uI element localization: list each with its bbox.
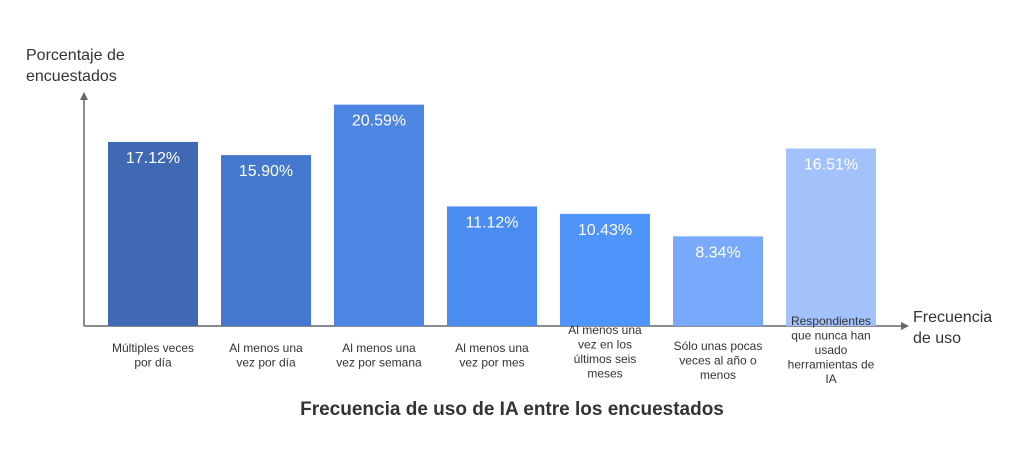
bar-value-label-1: 17.12% bbox=[126, 150, 180, 167]
category-label-2-line-1: Al menos una bbox=[229, 341, 303, 355]
category-label-1: Múltiples veces por día bbox=[112, 341, 194, 370]
bar-value-label-5: 10.43% bbox=[578, 222, 632, 239]
x-axis-label: Frecuencia de uso bbox=[913, 309, 993, 347]
bar-1 bbox=[108, 141, 198, 326]
category-label-5-line-1: Al menos una bbox=[568, 323, 642, 337]
category-label-4: Al menos una vez por mes bbox=[455, 341, 529, 370]
category-label-5: Al menos una vez en los últimos seis meses bbox=[568, 323, 642, 381]
category-label-7: Respondientes que nunca han usado herramien… bbox=[788, 314, 875, 386]
bar-4 bbox=[447, 206, 537, 326]
category-label-5-line-3: últimos seis bbox=[574, 352, 637, 366]
bars-layer: 17.12% 15.90% 20.59% 11.12% 10.43% 8.34% 16.51… bbox=[108, 104, 876, 326]
bar-value-label-7: 16.51% bbox=[804, 157, 858, 174]
category-label-2-line-2: vez por día bbox=[236, 356, 296, 370]
bar-5 bbox=[560, 213, 650, 326]
bar-value-label-6: 8.34% bbox=[695, 244, 740, 261]
category-label-7-line-4: herramientas de bbox=[788, 358, 875, 372]
category-label-7-line-2: que nunca han bbox=[791, 329, 870, 343]
category-label-7-line-1: Respondientes bbox=[791, 314, 871, 328]
bar-6 bbox=[673, 236, 763, 326]
bar-value-label-2: 15.90% bbox=[239, 163, 293, 180]
category-label-7-line-3: usado bbox=[815, 343, 848, 357]
bar-value-label-4: 11.12% bbox=[465, 214, 518, 231]
category-label-1-line-1: Múltiples veces bbox=[112, 341, 194, 355]
category-label-4-line-1: Al menos una bbox=[455, 341, 529, 355]
category-label-6-line-1: Sólo unas pocas bbox=[674, 339, 763, 353]
category-label-3-line-2: vez por semana bbox=[336, 356, 422, 370]
category-label-7-line-5: IA bbox=[825, 372, 836, 386]
category-label-3: Al menos una vez por semana bbox=[336, 341, 422, 370]
category-label-5-line-2: vez en los bbox=[578, 338, 632, 352]
y-axis-label: Porcentaje de encuestados bbox=[26, 47, 125, 85]
category-label-2: Al menos una vez por día bbox=[229, 341, 303, 370]
category-label-6-line-2: veces al año o bbox=[679, 354, 757, 368]
category-label-4-line-2: vez por mes bbox=[459, 356, 524, 370]
chart-title: Frecuencia de uso de IA entre los encues… bbox=[300, 399, 724, 420]
bar-2 bbox=[221, 155, 311, 326]
category-label-5-line-4: meses bbox=[587, 367, 622, 381]
bar-3 bbox=[334, 104, 424, 326]
category-label-6-line-3: menos bbox=[700, 368, 736, 382]
bar-7 bbox=[786, 148, 876, 326]
category-label-3-line-1: Al menos una bbox=[342, 341, 416, 355]
category-label-6: Sólo unas pocas veces al año o menos bbox=[674, 339, 763, 382]
bar-value-label-3: 20.59% bbox=[352, 113, 406, 130]
category-label-1-line-2: por día bbox=[134, 356, 172, 370]
